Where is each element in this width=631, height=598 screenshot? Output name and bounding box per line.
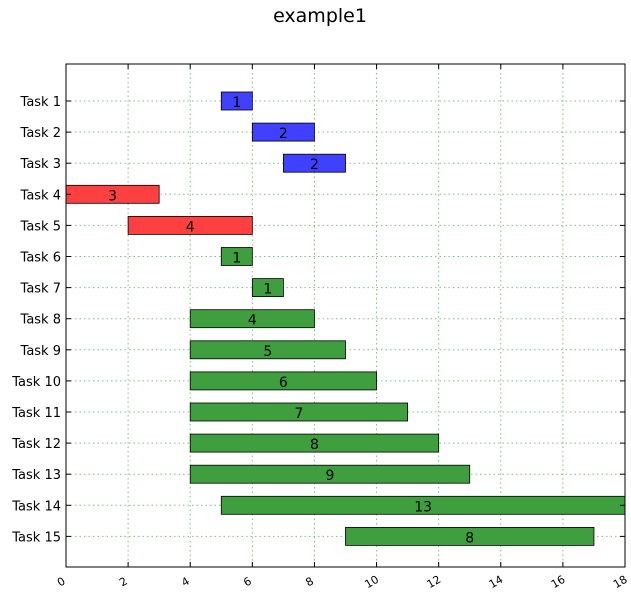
task-bar — [189, 402, 409, 422]
bar-value-label: 8 — [310, 437, 319, 453]
bar-value-label: 9 — [326, 468, 335, 484]
bar-value-label: 7 — [294, 406, 303, 422]
x-tick-label: 16 — [549, 573, 568, 591]
task-bar — [282, 153, 346, 173]
bars-layer — [65, 91, 626, 546]
task-label: Task 10 — [11, 375, 61, 390]
axes-frame — [65, 63, 626, 568]
task-label: Task 9 — [20, 344, 61, 359]
bar-value-label: 8 — [465, 530, 474, 546]
bar-value-label: 1 — [263, 282, 272, 298]
x-tick-label: 4 — [179, 575, 192, 590]
x-tick-label: 0 — [55, 575, 68, 590]
task-label: Task 15 — [11, 530, 61, 545]
x-tick-label: 8 — [303, 575, 316, 590]
bar-value-label: 1 — [232, 95, 241, 111]
bar-value-label: 4 — [248, 313, 257, 329]
task-label: Task 3 — [20, 157, 61, 172]
bar-value-label: 2 — [279, 126, 288, 142]
bar-value-label: 2 — [310, 157, 319, 173]
task-label: Task 13 — [11, 468, 61, 483]
task-label: Task 1 — [20, 95, 61, 110]
task-bar — [251, 122, 315, 142]
task-bar — [189, 309, 315, 329]
bar-value-label: 3 — [108, 188, 117, 204]
task-bar — [345, 527, 595, 546]
x-tick-label: 12 — [425, 573, 444, 591]
task-bar — [189, 371, 377, 391]
task-bar — [189, 433, 440, 453]
task-label: Task 4 — [20, 188, 61, 203]
task-label: Task 2 — [20, 126, 61, 141]
bar-value-label: 1 — [232, 251, 241, 267]
task-bar — [251, 278, 284, 298]
x-tick-label: 10 — [362, 573, 381, 591]
x-tick-label: 6 — [241, 575, 254, 590]
grid-layer — [65, 64, 626, 567]
task-bar — [220, 247, 253, 266]
task-label: Task 12 — [11, 437, 61, 452]
bar-value-label: 4 — [186, 219, 195, 235]
task-label: Task 6 — [20, 251, 61, 266]
bar-value-label: 13 — [414, 499, 432, 515]
chart-title: example1 — [273, 5, 367, 27]
ticks-layer — [65, 64, 626, 567]
x-tick-label: 2 — [117, 575, 130, 590]
task-bar — [189, 340, 346, 360]
task-label: Task 8 — [20, 313, 61, 328]
x-tick-label: 14 — [487, 573, 506, 591]
task-bar — [189, 464, 471, 484]
task-bar — [127, 215, 253, 235]
task-label: Task 11 — [11, 406, 61, 421]
bar-value-label: 6 — [279, 375, 288, 391]
task-label: Task 7 — [20, 282, 61, 297]
task-bar — [220, 91, 253, 111]
task-label: Task 14 — [11, 499, 61, 514]
x-tick-label: 18 — [611, 573, 630, 591]
bar-value-label: 5 — [263, 344, 272, 360]
task-label: Task 5 — [20, 219, 61, 234]
